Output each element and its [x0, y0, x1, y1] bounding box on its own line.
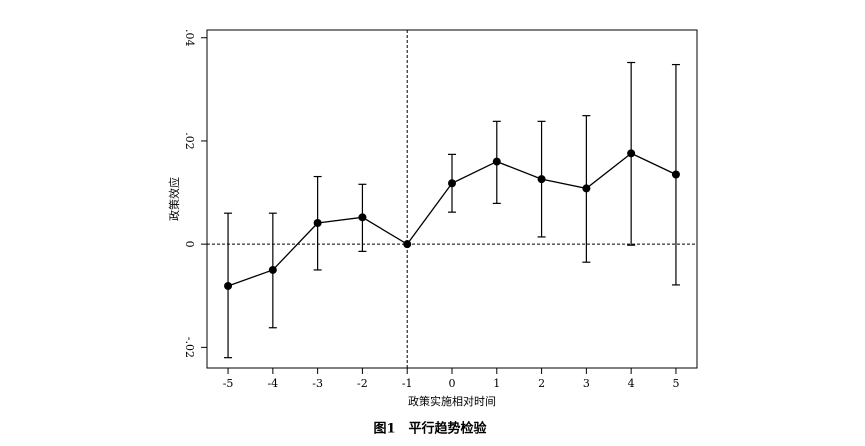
point	[448, 179, 456, 188]
point	[268, 265, 277, 274]
point	[313, 218, 322, 227]
x-tick-label: 5	[672, 377, 679, 390]
point	[224, 281, 233, 290]
point	[358, 213, 367, 222]
x-tick-label: -3	[312, 377, 323, 390]
y-tick-label: -.02	[183, 337, 196, 358]
y-tick-label: 0	[183, 241, 196, 248]
figure-caption: 图1 平行趋势检验	[373, 421, 487, 437]
x-tick-label: -5	[223, 377, 234, 390]
point	[671, 170, 680, 179]
x-tick-label: -1	[402, 377, 413, 390]
x-tick-label: -4	[267, 377, 278, 390]
point	[582, 184, 591, 193]
x-axis-label: 政策实施相对时间	[408, 394, 496, 408]
x-tick-label: 2	[538, 377, 545, 390]
point	[403, 240, 412, 249]
point	[627, 149, 636, 158]
x-tick-label: 0	[449, 377, 456, 390]
y-axis-label: 政策效应	[167, 177, 181, 221]
x-tick-label: 4	[628, 377, 635, 390]
x-tick-label: 3	[583, 377, 590, 390]
point	[492, 157, 501, 166]
point	[537, 175, 546, 184]
y-tick-label: .02	[183, 132, 196, 150]
x-tick-label: 1	[493, 377, 500, 390]
y-tick-label: .04	[183, 29, 196, 47]
x-tick-label: -2	[357, 377, 368, 390]
